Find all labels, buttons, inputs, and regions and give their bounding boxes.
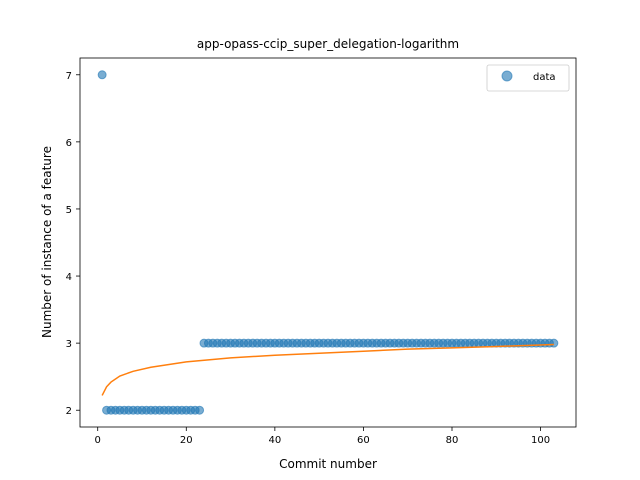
legend-label: data — [533, 72, 556, 83]
legend-box — [486, 64, 570, 92]
y-tick-label: 3 — [66, 339, 72, 350]
plot-area — [80, 58, 576, 427]
x-tick-label: 20 — [180, 435, 193, 446]
legend-marker — [501, 70, 513, 82]
data-point — [195, 405, 205, 415]
chart-title: app-opass-ccip_super_delegation-logarith… — [197, 37, 459, 51]
x-tick-label: 100 — [531, 435, 550, 446]
x-tick-label: 0 — [95, 435, 101, 446]
x-axis-label: Commit number — [279, 457, 377, 471]
y-tick-label: 2 — [66, 406, 72, 417]
x-tick-label: 40 — [268, 435, 281, 446]
y-axis-label: Number of instance of a feature — [40, 146, 54, 338]
legend: data — [486, 64, 570, 92]
plot-content — [97, 70, 559, 415]
y-tick-label: 6 — [66, 138, 72, 149]
y-axis: 2 3 4 5 6 7 — [66, 71, 80, 417]
y-tick-label: 4 — [66, 272, 72, 283]
y-tick-label: 5 — [66, 205, 72, 216]
y-tick-label: 7 — [66, 71, 72, 82]
data-point — [549, 338, 559, 348]
fit-line — [101, 343, 554, 396]
plot-frame — [79, 57, 577, 428]
x-tick-label: 60 — [357, 435, 370, 446]
data-point — [97, 70, 107, 80]
x-axis: 0 20 40 60 80 100 — [95, 427, 550, 446]
x-tick-label: 80 — [446, 435, 459, 446]
